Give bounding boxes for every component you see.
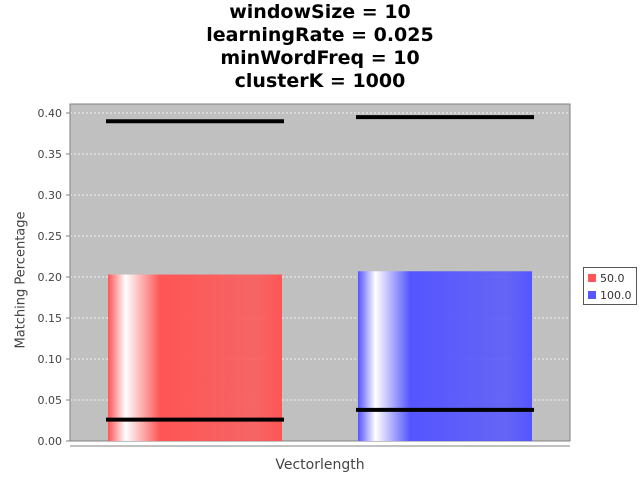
- legend-item-50: 50.0: [588, 272, 625, 285]
- y-tick-label: 0.40: [38, 107, 63, 120]
- y-tick-label: 0.25: [38, 230, 63, 243]
- legend-swatch-100: [588, 291, 596, 299]
- bar-50.0: [108, 274, 282, 441]
- y-tick-label: 0.15: [38, 312, 63, 325]
- legend: 50.0 100.0: [583, 267, 637, 305]
- y-tick-label: 0.05: [38, 394, 63, 407]
- y-tick-label: 0.00: [38, 435, 63, 448]
- chart-title: windowSize = 10 learningRate = 0.025 min…: [0, 1, 640, 93]
- y-tick-label: 0.30: [38, 189, 63, 202]
- bar-100.0: [358, 271, 532, 441]
- title-line-2: learningRate = 0.025: [206, 24, 434, 46]
- y-tick-label: 0.20: [38, 271, 63, 284]
- title-line-3: minWordFreq = 10: [220, 47, 420, 69]
- legend-item-100: 100.0: [588, 289, 632, 302]
- legend-label-100: 100.0: [600, 289, 632, 302]
- x-axis-label: Vectorlength: [275, 457, 365, 473]
- y-axis-label: Matching Percentage: [13, 211, 29, 349]
- title-line-4: clusterK = 1000: [234, 70, 406, 92]
- y-tick-label: 0.10: [38, 353, 63, 366]
- y-tick-label: 0.35: [38, 148, 63, 161]
- legend-swatch-50: [588, 274, 596, 282]
- title-line-1: windowSize = 10: [229, 1, 411, 23]
- legend-label-50: 50.0: [600, 272, 625, 285]
